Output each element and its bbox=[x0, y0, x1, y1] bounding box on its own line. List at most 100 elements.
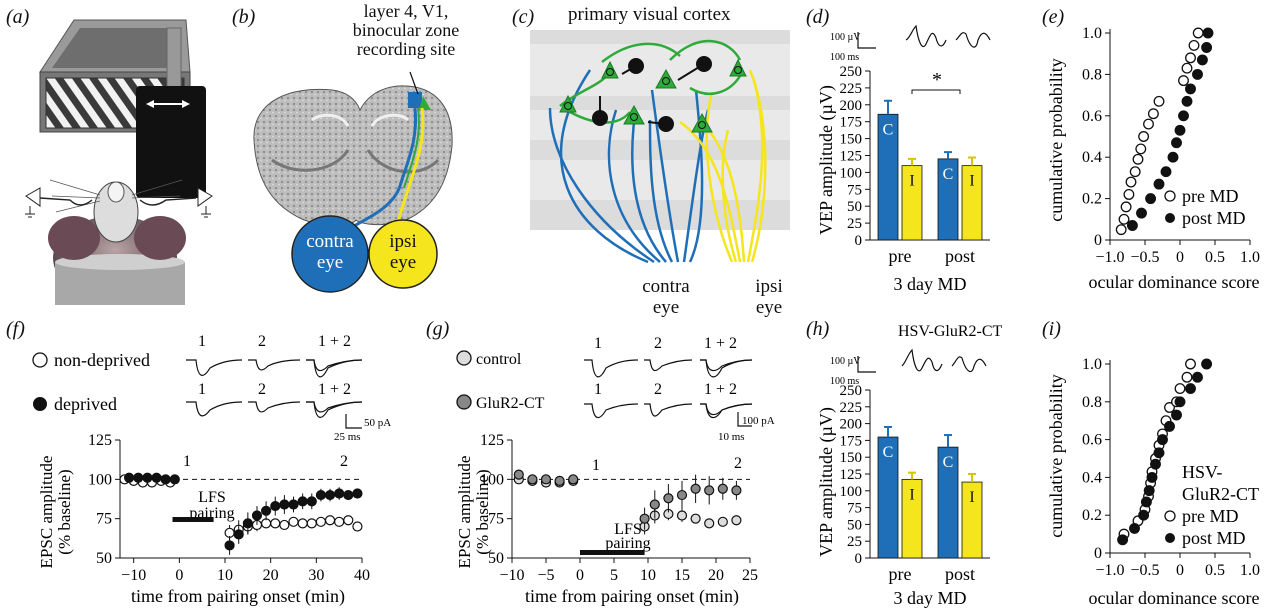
panel-label-b: (b) bbox=[232, 6, 256, 28]
f-y-tick-label: 125 bbox=[88, 432, 112, 449]
g-legend-1-marker bbox=[456, 350, 472, 366]
i-legend-pre-marker bbox=[1164, 510, 1176, 522]
e-post-md-point bbox=[1181, 95, 1193, 107]
g-point-control bbox=[704, 518, 715, 529]
f-x-tick-label: 20 bbox=[263, 567, 279, 584]
i-x-tick-label: −1.0 bbox=[1095, 562, 1124, 579]
g-trace-label-2b: 2 bbox=[654, 381, 662, 398]
i-y-tick-label: 0.8 bbox=[1082, 394, 1102, 411]
d-y-tick-label: 50 bbox=[847, 199, 862, 215]
d-y-tick-label: 100 bbox=[840, 165, 863, 181]
e-y-tick-label: 0.4 bbox=[1082, 149, 1102, 166]
d-bar-label: I bbox=[969, 173, 974, 190]
g-trace-label-1a: 1 bbox=[594, 335, 602, 352]
chart-g-epsc: control GluR2-CT 1 2 1 + 2 1 2 1 + 2 100… bbox=[455, 335, 775, 607]
f-y-tick-label: 75 bbox=[96, 511, 112, 528]
d-bar-label: I bbox=[909, 173, 914, 190]
g-point-control bbox=[731, 515, 742, 526]
f-point-deprived bbox=[334, 488, 345, 499]
h-bar-label: I bbox=[969, 489, 974, 506]
e-xlabel: ocular dominance score bbox=[1089, 272, 1260, 292]
contra-eye-b-line-2: eye bbox=[316, 252, 344, 273]
panel-label-a: (a) bbox=[6, 6, 30, 28]
g-y-tick-label: 100 bbox=[480, 471, 504, 488]
g-point-glur2-ct bbox=[568, 474, 579, 485]
i-x-tick-label: 1.0 bbox=[1240, 562, 1260, 579]
g-point-2: 2 bbox=[734, 455, 742, 472]
chart-i-cumulative: cumulative probability ocular dominance … bbox=[1046, 356, 1260, 608]
panel-label-i: (i) bbox=[1042, 318, 1061, 340]
e-pre-md-point bbox=[1181, 62, 1193, 74]
site-label-line-1: layer 4, V1, bbox=[363, 1, 449, 21]
e-x-tick-label: 1.0 bbox=[1240, 249, 1260, 266]
e-pre-md-point bbox=[1132, 153, 1144, 165]
g-point-control bbox=[717, 516, 728, 527]
e-post-md-point bbox=[1167, 151, 1179, 163]
e-post-md-point bbox=[1202, 27, 1214, 39]
i-ylabel: cumulative probability bbox=[1046, 374, 1066, 537]
panel-label-h: (h) bbox=[806, 318, 830, 340]
contra-eye-label-c: contra eye bbox=[636, 276, 696, 318]
e-pre-md-point bbox=[1143, 118, 1154, 130]
e-post-md-point bbox=[1196, 54, 1208, 66]
d-y-tick-label: 125 bbox=[840, 149, 863, 165]
g-point-glur2-ct bbox=[704, 485, 715, 496]
e-post-md-point bbox=[1192, 68, 1203, 80]
chart-d-vep-bars: 100 µV 100 ms VEP amplitude (µV) 3 day M… bbox=[816, 24, 991, 294]
f-x-tick-label: 30 bbox=[308, 567, 324, 584]
h-y-tick-label: 0 bbox=[855, 551, 863, 567]
e-ylabel: cumulative probability bbox=[1046, 58, 1066, 221]
i-pre-md-point bbox=[1181, 371, 1193, 383]
h-bar-label: C bbox=[943, 454, 954, 471]
f-point-deprived bbox=[251, 510, 263, 521]
e-pre-md-point bbox=[1188, 39, 1200, 51]
contra-eye-c-line-1: contra bbox=[642, 276, 690, 297]
d-y-tick-label: 25 bbox=[847, 216, 862, 232]
f-point-deprived bbox=[151, 472, 162, 483]
g-point-glur2-ct bbox=[513, 469, 524, 480]
d-y-tick-label: 150 bbox=[840, 132, 863, 148]
cortex-circuit-diagram bbox=[530, 30, 790, 264]
h-y-tick-label: 250 bbox=[840, 383, 863, 399]
e-y-tick-label: 0.6 bbox=[1082, 108, 1102, 125]
g-xlabel: time from pairing onset (min) bbox=[525, 586, 739, 607]
i-post-md-point bbox=[1153, 447, 1165, 459]
d-scale-ms: 100 ms bbox=[830, 52, 859, 63]
f-ylabel-2: (% baseline) bbox=[55, 469, 74, 554]
f-point-non-deprived bbox=[343, 515, 354, 526]
f-x-tick-label: 0 bbox=[175, 567, 183, 584]
g-legend-2-marker bbox=[456, 394, 472, 410]
d-bar-label: C bbox=[883, 121, 894, 138]
f-point-non-deprived bbox=[334, 516, 345, 527]
h-y-tick-label: 50 bbox=[847, 517, 862, 533]
f-point-2: 2 bbox=[340, 453, 348, 470]
i-legend-post: post MD bbox=[1182, 528, 1246, 548]
d-scale-uv: 100 µV bbox=[830, 32, 861, 43]
d-y-tick-label: 200 bbox=[840, 98, 863, 114]
i-y-tick-label: 0 bbox=[1094, 545, 1102, 562]
ipsi-eye-c-line-2: eye bbox=[755, 297, 783, 318]
d-xlabel: 3 day MD bbox=[894, 274, 967, 294]
i-post-md-point bbox=[1157, 434, 1168, 446]
i-y-tick-label: 1.0 bbox=[1082, 356, 1102, 373]
g-legend-1: control bbox=[476, 351, 522, 368]
g-y-tick-label: 125 bbox=[480, 432, 504, 449]
e-pre-md-point bbox=[1123, 189, 1135, 200]
g-ylabel-2: (% baseline) bbox=[473, 469, 492, 554]
f-point-deprived bbox=[169, 474, 180, 485]
e-pre-md-point bbox=[1125, 176, 1137, 188]
f-point-deprived bbox=[133, 472, 144, 483]
g-bar-label-1: LFS bbox=[614, 521, 642, 538]
ipsi-eye-b-line-1: ipsi bbox=[389, 231, 417, 252]
i-y-tick-label: 0.6 bbox=[1082, 432, 1102, 449]
d-y-tick-label: 0 bbox=[855, 233, 863, 249]
f-point-non-deprived bbox=[352, 521, 363, 532]
e-pre-md-point bbox=[1120, 201, 1132, 213]
h-scale-ms: 100 ms bbox=[830, 376, 859, 387]
e-post-md-point bbox=[1136, 207, 1147, 219]
f-point-deprived bbox=[160, 474, 171, 485]
e-y-tick-label: 0.2 bbox=[1082, 191, 1102, 208]
e-x-tick-label: −1.0 bbox=[1095, 249, 1124, 266]
g-trace-label-12b: 1 + 2 bbox=[704, 381, 737, 398]
ipsi-eye-label-c: ipsi eye bbox=[744, 276, 794, 318]
